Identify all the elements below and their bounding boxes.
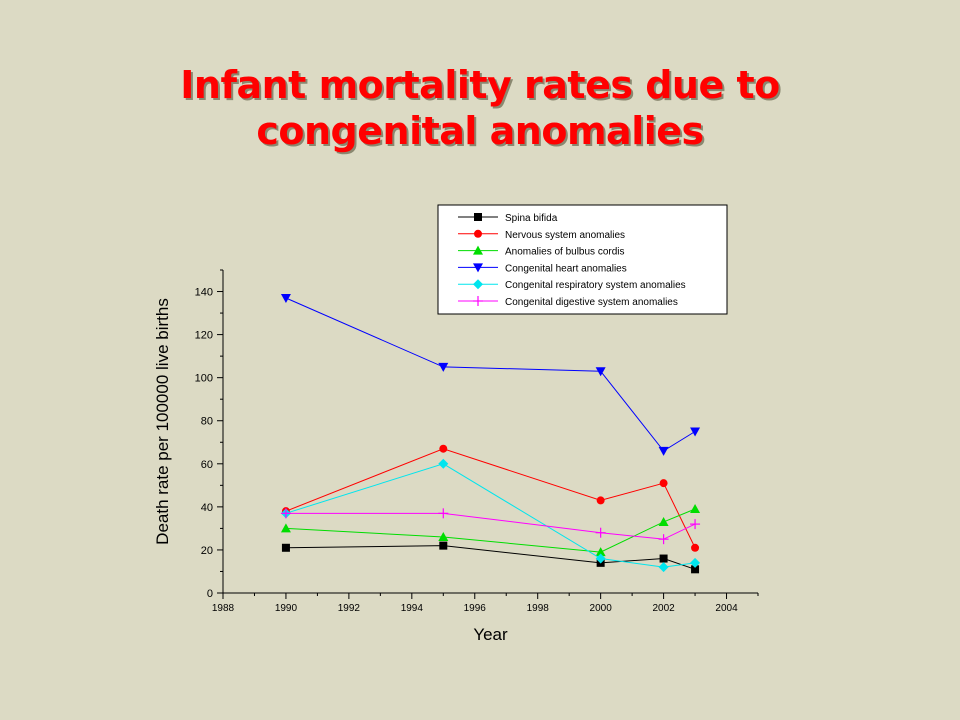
legend-label: Anomalies of bulbus cordis [505,247,625,258]
legend-box [437,204,728,315]
legend-item-congenital-digestive-system-anomalies: Congenital digestive system anomalies [458,296,678,308]
legend-label: Congenital heart anomalies [505,263,627,274]
data-point-nervous-system-anomalies [439,444,448,453]
y-tick-label: 0 [207,588,213,600]
legend-marker [473,245,483,255]
series-line-anomalies-of-bulbus-cordis [285,508,696,553]
data-point-spina-bifida [439,541,448,550]
data-point-congenital-heart-anomalies [438,362,449,372]
y-tick-label: 80 [201,416,213,428]
x-tick-label: 2004 [715,603,738,614]
y-tick-label: 60 [201,459,213,471]
legend-marker [474,229,482,238]
series-line-congenital-heart-anomalies [285,297,696,452]
data-point-spina-bifida [659,554,668,563]
legend-item-congenital-respiratory-system-anomalies: Congenital respiratory system anomalies [458,279,686,291]
legend-marker [473,296,483,306]
data-point-congenital-respiratory-system-anomalies [690,557,701,568]
series-anomalies-of-bulbus-cordis [280,504,701,557]
data-point-nervous-system-anomalies [691,543,700,552]
y-tick-label: 20 [201,545,213,557]
data-point-spina-bifida [691,565,700,574]
legend-item-anomalies-of-bulbus-cordis: Anomalies of bulbus cordis [458,245,625,258]
legend-label: Congenital digestive system anomalies [505,297,678,308]
data-point-congenital-heart-anomalies [595,367,606,377]
data-point-congenital-heart-anomalies [280,293,291,303]
data-point-congenital-heart-anomalies [690,427,701,437]
legend-marker [473,263,483,273]
data-point-congenital-digestive-system-anomalies [280,508,291,519]
y-tick-label: 40 [201,502,213,514]
data-point-anomalies-of-bulbus-cordis [438,532,449,542]
data-point-congenital-respiratory-system-anomalies [658,562,669,573]
data-point-nervous-system-anomalies [659,479,668,488]
y-axis-title: Death rate per 100000 live births [153,298,172,545]
series-congenital-heart-anomalies [280,293,701,456]
data-point-anomalies-of-bulbus-cordis [658,516,669,526]
series-line-congenital-digestive-system-anomalies [285,512,696,540]
legend-label: Congenital respiratory system anomalies [505,280,686,291]
x-tick-label: 1990 [275,603,298,614]
data-point-spina-bifida [281,543,290,552]
data-point-congenital-respiratory-system-anomalies [438,458,449,469]
legend-marker [473,279,483,290]
x-tick-label: 1988 [212,603,235,614]
series-nervous-system-anomalies [281,444,700,552]
series-spina-bifida [281,541,700,574]
data-point-congenital-heart-anomalies [658,446,669,456]
x-tick-label: 1992 [338,603,361,614]
x-tick-label: 2000 [590,603,613,614]
data-point-congenital-digestive-system-anomalies [595,527,606,538]
data-point-congenital-digestive-system-anomalies [438,508,449,519]
x-tick-label: 1994 [401,603,424,614]
legend-item-congenital-heart-anomalies: Congenital heart anomalies [458,263,627,274]
x-tick-label: 1996 [464,603,487,614]
data-point-anomalies-of-bulbus-cordis [280,523,291,533]
data-point-congenital-respiratory-system-anomalies [595,553,606,564]
series-congenital-respiratory-system-anomalies [280,458,701,573]
slide-title: Infant mortality rates due to congenital… [80,62,880,154]
data-point-nervous-system-anomalies [596,496,605,505]
data-point-anomalies-of-bulbus-cordis [595,547,606,557]
data-point-congenital-digestive-system-anomalies [658,534,669,545]
y-tick-label: 100 [195,373,213,385]
data-point-anomalies-of-bulbus-cordis [690,504,701,514]
series-line-spina-bifida [285,545,696,570]
y-tick-label: 140 [195,287,213,299]
series-line-nervous-system-anomalies [285,448,696,548]
legend-label: Spina bifida [505,213,558,224]
legend-item-spina-bifida: Spina bifida [458,213,558,224]
legend-item-nervous-system-anomalies: Nervous system anomalies [458,229,625,241]
slide-title-line-2: congenital anomalies [256,109,704,153]
legend-marker [474,213,482,221]
series-line-congenital-respiratory-system-anomalies [285,463,696,568]
series-congenital-digestive-system-anomalies [280,508,701,545]
slide-title-line-1: Infant mortality rates due to [180,63,780,107]
x-axis-title: Year [473,625,508,644]
legend: Spina bifida Nervous system anomalies Anom… [437,204,728,315]
y-tick-label: 120 [195,330,213,342]
legend-label: Nervous system anomalies [505,230,625,241]
x-tick-label: 2002 [652,603,675,614]
x-tick-label: 1998 [527,603,550,614]
data-point-congenital-digestive-system-anomalies [690,519,701,530]
